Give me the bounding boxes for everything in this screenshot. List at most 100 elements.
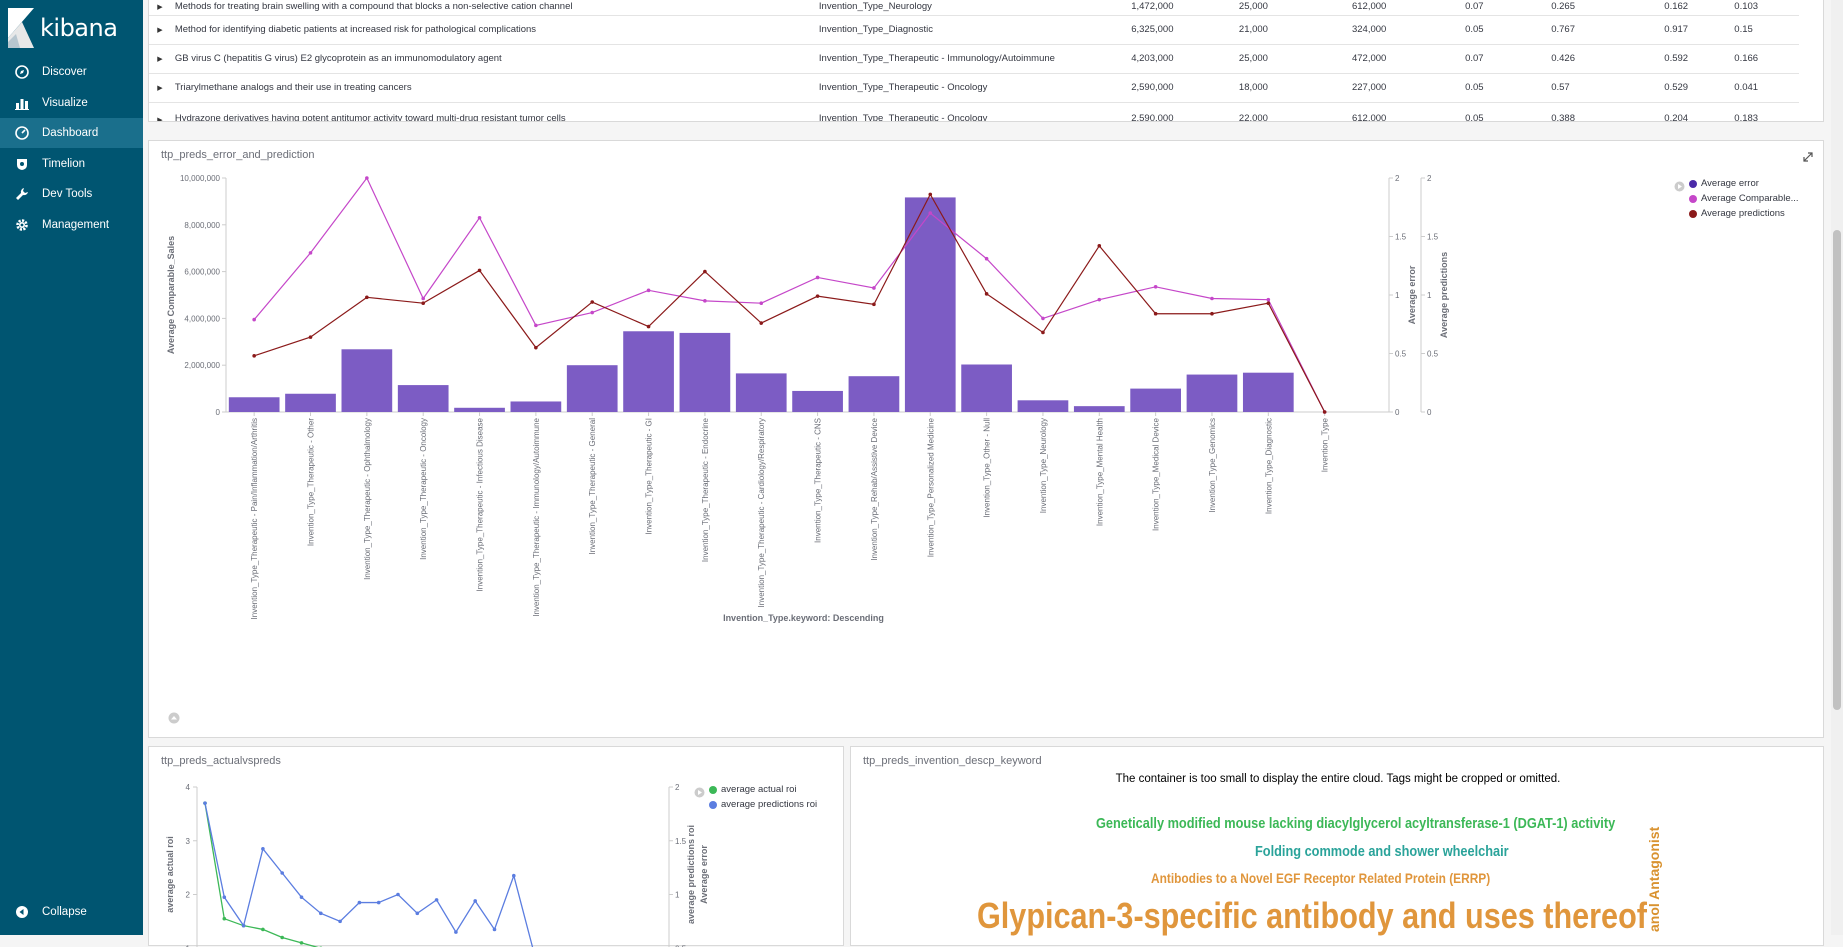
- series-point[interactable]: [1322, 410, 1327, 414]
- series-point[interactable]: [759, 301, 764, 305]
- series-point[interactable]: [376, 900, 381, 905]
- bar[interactable]: [285, 393, 336, 412]
- table-row[interactable]: ▶ Methods for treating brain swelling wit…: [149, 0, 1799, 16]
- series-point[interactable]: [534, 323, 538, 328]
- series-point[interactable]: [872, 286, 876, 290]
- bar[interactable]: [566, 365, 618, 412]
- scrollbar-thumb[interactable]: [1833, 230, 1841, 710]
- series-point[interactable]: [357, 900, 362, 905]
- legend-item[interactable]: average actual roi: [709, 782, 817, 797]
- series-point[interactable]: [984, 256, 989, 261]
- series-point[interactable]: [299, 941, 304, 945]
- nav-item-visualize[interactable]: Visualize: [0, 88, 143, 118]
- series-point[interactable]: [1210, 311, 1214, 316]
- series-point[interactable]: [261, 847, 265, 851]
- kibana-logo[interactable]: kibana: [0, 0, 143, 56]
- series-point[interactable]: [396, 892, 400, 897]
- series-point[interactable]: [492, 927, 497, 932]
- bar[interactable]: [1017, 400, 1069, 412]
- series-point[interactable]: [646, 288, 651, 293]
- legend-item[interactable]: average predictions roi: [709, 797, 817, 812]
- series-point[interactable]: [590, 310, 595, 315]
- series-point[interactable]: [1097, 244, 1102, 248]
- expand-row-icon[interactable]: ▶: [149, 44, 175, 74]
- cloud-word[interactable]: Genetically modified mouse lacking diacy…: [1096, 815, 1616, 832]
- cloud-word[interactable]: Antibodies to a Novel EGF Receptor Relat…: [1151, 870, 1491, 886]
- series-point[interactable]: [308, 335, 313, 339]
- series-point[interactable]: [299, 895, 304, 899]
- table-row[interactable]: ▶ Triarylmethane analogs and their use in…: [149, 73, 1799, 103]
- series-point[interactable]: [1153, 285, 1158, 289]
- series-point[interactable]: [1210, 296, 1214, 301]
- series-point[interactable]: [421, 301, 425, 305]
- series-point[interactable]: [421, 296, 425, 301]
- series-point[interactable]: [477, 268, 482, 273]
- cloud-word[interactable]: anol Antagonist: [1646, 826, 1662, 932]
- series-point[interactable]: [512, 873, 516, 878]
- legend-toggle-icon[interactable]: [1674, 179, 1685, 197]
- series-point[interactable]: [703, 269, 707, 274]
- collapse-button[interactable]: Collapse: [0, 897, 143, 927]
- bar[interactable]: [1242, 372, 1294, 412]
- series-point[interactable]: [222, 916, 227, 921]
- nav-item-timelion[interactable]: Timelion: [0, 149, 143, 179]
- expand-row-icon[interactable]: ▶: [149, 0, 175, 16]
- cloud-word[interactable]: Glypican-3-specific antibody and uses th…: [977, 895, 1647, 936]
- series-point[interactable]: [365, 295, 369, 300]
- bar[interactable]: [397, 385, 449, 412]
- series-point[interactable]: [928, 192, 933, 197]
- series-point[interactable]: [222, 895, 227, 899]
- series-point[interactable]: [590, 300, 595, 304]
- series-point[interactable]: [703, 299, 707, 303]
- series-point[interactable]: [815, 275, 820, 280]
- series-point[interactable]: [646, 324, 651, 329]
- bar[interactable]: [961, 364, 1012, 412]
- bar[interactable]: [792, 390, 843, 412]
- series-point[interactable]: [241, 923, 246, 928]
- bar[interactable]: [623, 331, 674, 412]
- series-point[interactable]: [454, 930, 458, 934]
- series-point[interactable]: [1266, 301, 1271, 305]
- bar[interactable]: [848, 376, 900, 412]
- bar[interactable]: [454, 407, 505, 412]
- legend-item[interactable]: Average error: [1689, 176, 1799, 191]
- bar[interactable]: [735, 373, 787, 412]
- cloud-word[interactable]: Folding commode and shower wheelchair: [1255, 843, 1509, 860]
- series-point[interactable]: [319, 911, 323, 916]
- expand-row-icon[interactable]: ▶: [149, 102, 175, 121]
- bar[interactable]: [679, 332, 731, 412]
- series-point[interactable]: [815, 294, 820, 298]
- series-point[interactable]: [928, 211, 933, 215]
- series-point[interactable]: [1041, 316, 1045, 321]
- series-point[interactable]: [477, 215, 482, 220]
- series-point[interactable]: [261, 927, 265, 932]
- series-point[interactable]: [338, 919, 342, 924]
- nav-item-management[interactable]: Management: [0, 210, 143, 240]
- expand-row-icon[interactable]: ▶: [149, 15, 175, 45]
- nav-item-discover[interactable]: Discover: [0, 57, 143, 87]
- series-point[interactable]: [434, 898, 439, 902]
- series-point[interactable]: [534, 345, 538, 350]
- bar[interactable]: [341, 349, 393, 412]
- legend-item[interactable]: Average predictions: [1689, 206, 1799, 221]
- legend-item[interactable]: Average Comparable...: [1689, 191, 1799, 206]
- series-point[interactable]: [1153, 311, 1158, 316]
- collapse-legend-icon[interactable]: [168, 711, 180, 729]
- expand-row-icon[interactable]: ▶: [149, 73, 175, 103]
- table-row[interactable]: ▶ GB virus C (hepatitis G virus) E2 glyco…: [149, 44, 1799, 74]
- series-point[interactable]: [280, 871, 284, 875]
- bar[interactable]: [1130, 388, 1181, 412]
- series-point[interactable]: [203, 801, 207, 805]
- page-scrollbar[interactable]: [1831, 0, 1843, 935]
- series-point[interactable]: [252, 354, 256, 358]
- bar[interactable]: [510, 401, 562, 412]
- series-point[interactable]: [984, 292, 989, 296]
- legend-toggle-icon[interactable]: [694, 785, 705, 803]
- series-point[interactable]: [252, 317, 256, 322]
- series-point[interactable]: [759, 321, 764, 325]
- table-row[interactable]: ▶ Hydrazone derivatives having potent ant…: [149, 102, 1799, 121]
- nav-item-dashboard[interactable]: Dashboard: [0, 118, 143, 148]
- series-point[interactable]: [1097, 297, 1102, 302]
- series-point[interactable]: [415, 911, 420, 916]
- table-row[interactable]: ▶ Method for identifying diabetic patient…: [149, 15, 1799, 45]
